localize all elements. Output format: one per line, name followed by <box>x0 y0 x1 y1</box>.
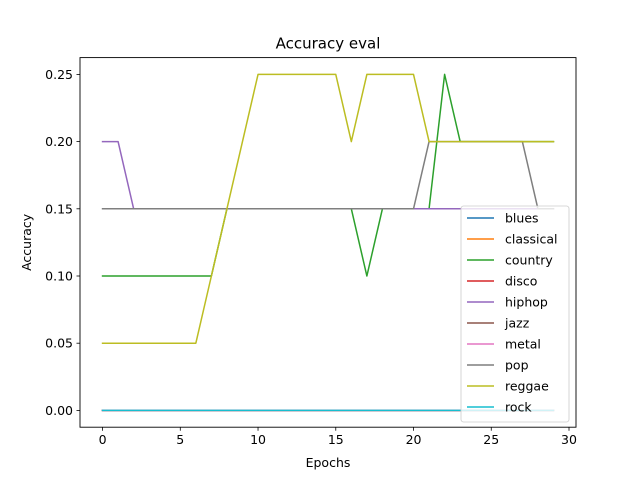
y-tick-label: 0.10 <box>45 269 73 284</box>
legend-label-disco: disco <box>505 274 537 289</box>
legend: blues classical country disco hiphop jazz meta… <box>460 205 570 423</box>
y-axis-label: Accuracy <box>19 213 34 271</box>
x-tick-label: 30 <box>561 432 577 447</box>
series-line-reggae <box>101 73 555 344</box>
legend-label-reggae: reggae <box>505 379 549 394</box>
y-tick-label: 0.05 <box>45 336 73 351</box>
x-tick-label: 0 <box>99 432 107 447</box>
y-tick-label: 0.25 <box>45 67 73 82</box>
legend-label-metal: metal <box>505 337 541 352</box>
legend-label-pop: pop <box>505 358 529 373</box>
x-tick-label: 15 <box>328 432 344 447</box>
legend-label-blues: blues <box>505 211 539 226</box>
plot-frame <box>79 57 577 428</box>
legend-label-hiphop: hiphop <box>505 295 548 310</box>
y-tick-label: 0.00 <box>45 403 73 418</box>
x-tick-label: 25 <box>483 432 499 447</box>
x-ticks: 0 5 10 15 20 25 30 <box>99 427 577 447</box>
y-ticks: 0.00 0.05 0.10 0.15 0.20 0.25 <box>45 67 80 418</box>
y-tick-label: 0.20 <box>45 134 73 149</box>
x-axis-label: Epochs <box>306 455 351 470</box>
chart-title: Accuracy eval <box>276 35 381 53</box>
x-tick-label: 5 <box>176 432 184 447</box>
x-tick-label: 20 <box>406 432 422 447</box>
x-tick-label: 10 <box>250 432 266 447</box>
legend-label-classical: classical <box>505 232 558 247</box>
legend-label-country: country <box>505 253 553 268</box>
legend-label-rock: rock <box>505 400 532 415</box>
legend-label-jazz: jazz <box>504 316 530 331</box>
y-tick-label: 0.15 <box>45 201 73 216</box>
